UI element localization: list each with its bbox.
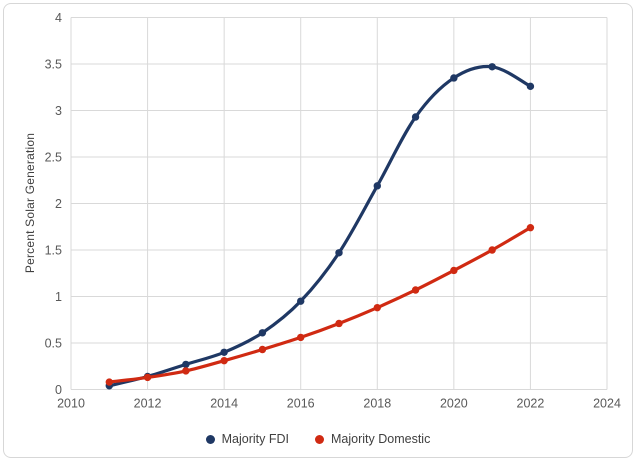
series-marker-majority-fdi xyxy=(526,82,535,91)
legend-label-majority-domestic: Majority Domestic xyxy=(331,432,431,446)
series-marker-majority-domestic xyxy=(143,373,152,382)
legend-label-majority-fdi: Majority FDI xyxy=(221,432,290,446)
series-marker-majority-domestic xyxy=(297,333,305,342)
series-marker-majority-fdi xyxy=(450,74,458,82)
series-marker-majority-domestic xyxy=(526,223,535,232)
series-line-majority-fdi xyxy=(107,64,533,388)
series-marker-majority-domestic xyxy=(488,246,496,254)
series-marker-majority-fdi xyxy=(411,113,420,121)
x-tick-label: 2016 xyxy=(287,397,315,411)
legend-marker-majority-fdi-icon xyxy=(205,434,215,444)
series-marker-majority-domestic xyxy=(182,367,190,375)
series-marker-majority-domestic xyxy=(450,266,458,275)
y-tick-label: 1.5 xyxy=(45,244,62,258)
y-tick-label: 4 xyxy=(55,11,62,25)
y-tick-label: 3.5 xyxy=(45,58,62,72)
x-tick-label: 2012 xyxy=(134,397,162,411)
legend-item-majority-fdi: Majority FDI xyxy=(205,432,290,446)
series-marker-majority-fdi xyxy=(297,297,305,305)
series-marker-majority-fdi xyxy=(373,182,381,190)
y-tick-label: 2 xyxy=(55,197,62,211)
series-marker-majority-domestic xyxy=(220,356,228,365)
legend-item-majority-domestic: Majority Domestic xyxy=(315,432,430,446)
x-tick-label: 2014 xyxy=(210,397,238,411)
y-tick-label: 0.5 xyxy=(45,337,62,351)
y-tick-label: 0 xyxy=(55,383,62,397)
series-marker-majority-domestic xyxy=(373,303,381,312)
y-axis-title: Percent Solar Generation xyxy=(23,132,37,274)
x-tick-label: 2022 xyxy=(517,397,545,411)
series-marker-majority-fdi xyxy=(488,63,496,71)
series-marker-majority-domestic xyxy=(258,345,267,354)
x-tick-label: 2018 xyxy=(363,397,391,411)
series-marker-majority-fdi xyxy=(258,329,267,337)
y-tick-label: 1 xyxy=(55,290,62,304)
series-marker-majority-domestic xyxy=(335,319,343,328)
legend-marker-majority-domestic-icon xyxy=(315,434,325,444)
x-tick-label: 2024 xyxy=(593,397,621,411)
y-tick-label: 2.5 xyxy=(45,151,62,165)
chart-legend: Majority FDI Majority Domestic xyxy=(0,432,636,446)
y-tick-label: 3 xyxy=(55,104,62,118)
series-line-majority-domestic xyxy=(107,226,533,384)
series-marker-majority-fdi xyxy=(335,249,343,257)
series-marker-majority-fdi xyxy=(182,360,190,369)
series-marker-majority-domestic xyxy=(105,378,113,386)
series-marker-majority-fdi xyxy=(220,348,228,356)
x-tick-label: 2020 xyxy=(440,397,468,411)
x-tick-label: 2010 xyxy=(57,397,85,411)
series-marker-majority-domestic xyxy=(411,286,420,294)
